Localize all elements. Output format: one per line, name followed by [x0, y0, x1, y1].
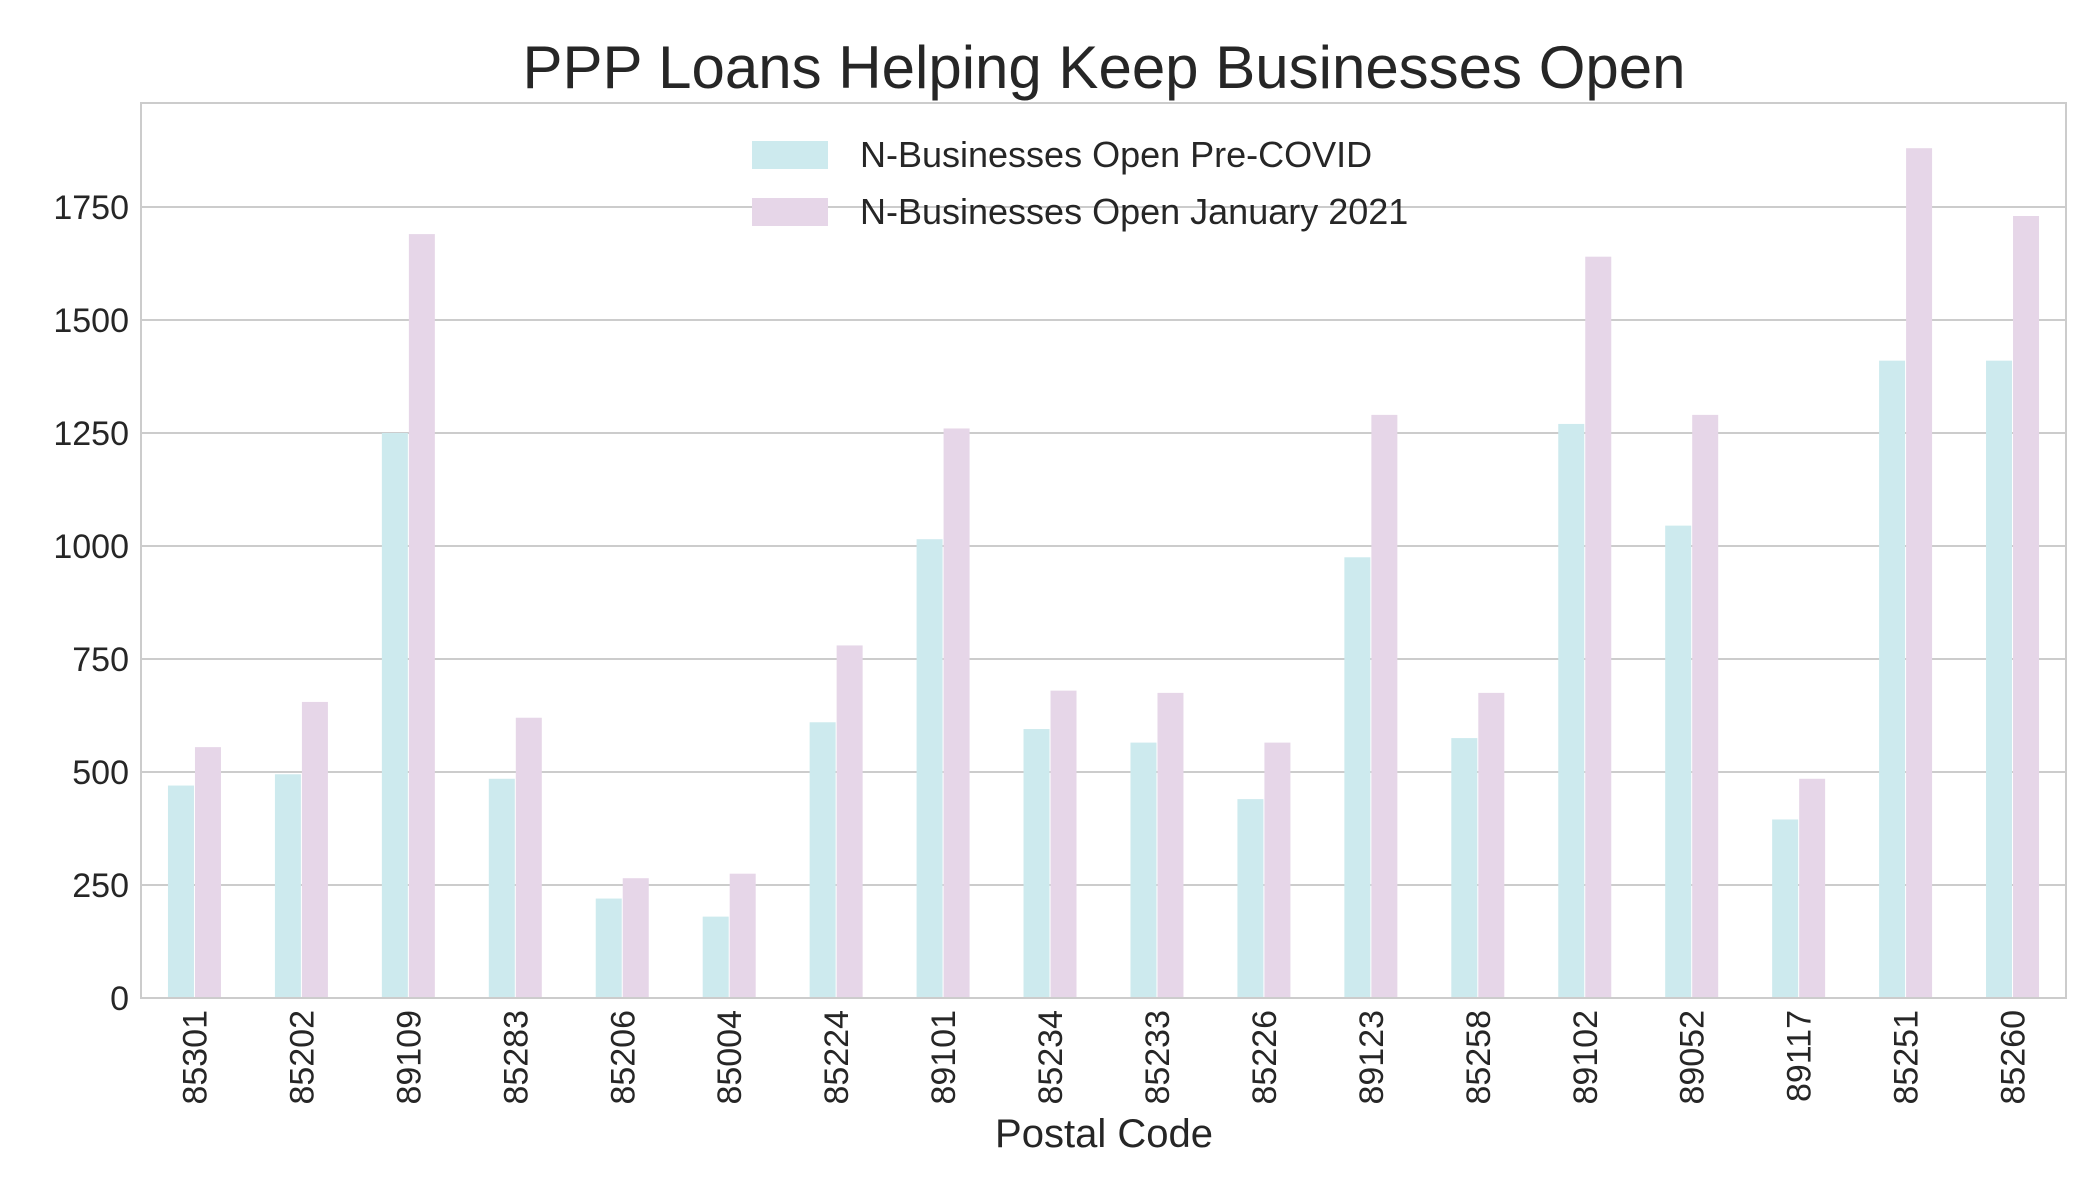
bar-pre-covid	[916, 539, 943, 998]
bar-january-2021	[1692, 414, 1719, 999]
bar-january-2021	[943, 428, 970, 998]
x-axis-label: Postal Code	[995, 1112, 1213, 1156]
legend-label-january-2021: N-Businesses Open January 2021	[860, 191, 1408, 232]
x-tick-label: 85202	[283, 1010, 321, 1105]
x-tick-label: 89052	[1674, 1010, 1712, 1105]
y-tick-label: 1250	[53, 415, 129, 453]
bar-pre-covid	[1986, 360, 2013, 999]
legend-swatch-pre-covid	[752, 141, 828, 169]
bar-january-2021	[836, 645, 863, 998]
bar-pre-covid	[488, 778, 515, 998]
legend-label-pre-covid: N-Businesses Open Pre-COVID	[860, 134, 1372, 175]
bar-january-2021	[1050, 690, 1077, 998]
bar-january-2021	[1264, 742, 1291, 998]
x-tick-label: 85258	[1460, 1010, 1498, 1105]
bar-january-2021	[1371, 414, 1398, 999]
x-tick-label: 89117	[1781, 1010, 1819, 1102]
x-tick-label: 89102	[1567, 1010, 1605, 1105]
bar-pre-covid	[595, 898, 622, 998]
bar-pre-covid	[809, 722, 836, 998]
x-tick-label: 89123	[1353, 1010, 1391, 1105]
x-tick-label: 85226	[1246, 1010, 1284, 1105]
x-axis-ticks: 85301 85202 89109 85283 85206 85004 85224 89101…	[176, 1010, 2032, 1105]
legend: N-Businesses Open Pre-COVID N-Businesses…	[752, 134, 1408, 232]
x-tick-label: 85206	[604, 1010, 642, 1105]
x-tick-label: 89109	[390, 1010, 428, 1105]
bar-pre-covid	[1130, 742, 1157, 998]
bar-pre-covid	[1237, 799, 1264, 998]
x-tick-label: 85283	[497, 1010, 535, 1105]
x-tick-label: 89101	[925, 1010, 963, 1105]
bar-pre-covid	[274, 774, 301, 998]
bar-pre-covid	[167, 785, 194, 998]
y-tick-label: 1750	[53, 189, 129, 227]
bar-january-2021	[2013, 216, 2040, 998]
x-tick-label: 85004	[711, 1010, 749, 1105]
y-tick-label: 0	[110, 980, 129, 1018]
bar-january-2021	[301, 701, 328, 998]
y-axis-ticks: 0 250 500 750 1000 1250 1500 1750	[53, 189, 129, 1018]
bar-pre-covid	[1023, 729, 1050, 998]
y-tick-label: 1000	[53, 528, 129, 566]
chart-title: PPP Loans Helping Keep Businesses Open	[523, 34, 1686, 101]
legend-swatch-january-2021	[752, 198, 828, 226]
bar-january-2021	[1799, 778, 1826, 998]
bar-pre-covid	[1879, 360, 1906, 999]
x-tick-label: 85234	[1032, 1010, 1070, 1105]
y-tick-label: 1500	[53, 302, 129, 340]
bar-pre-covid	[702, 916, 729, 998]
y-tick-label: 500	[72, 754, 129, 792]
x-tick-label: 85301	[176, 1010, 214, 1105]
bar-pre-covid	[381, 432, 408, 999]
x-tick-label: 85260	[1995, 1010, 2033, 1105]
bar-pre-covid	[1558, 423, 1585, 999]
bar-january-2021	[622, 878, 649, 998]
bar-pre-covid	[1451, 738, 1478, 998]
bar-january-2021	[1478, 692, 1505, 998]
bar-january-2021	[1157, 692, 1184, 998]
bar-january-2021	[729, 873, 756, 998]
y-tick-label: 250	[72, 867, 129, 905]
y-tick-label: 750	[72, 641, 129, 679]
bar-january-2021	[1585, 256, 1612, 998]
x-tick-label: 85233	[1139, 1010, 1177, 1105]
bar-pre-covid	[1665, 525, 1692, 998]
bar-pre-covid	[1772, 819, 1799, 998]
bar-january-2021	[408, 234, 435, 998]
bar-pre-covid	[1344, 557, 1371, 998]
bar-january-2021	[515, 717, 542, 998]
bar-january-2021	[194, 747, 221, 998]
bars	[167, 148, 2040, 999]
x-tick-label: 85251	[1888, 1010, 1926, 1105]
bar-january-2021	[1906, 148, 1933, 998]
plot-frame	[140, 102, 2067, 999]
x-tick-label: 85224	[818, 1010, 856, 1105]
